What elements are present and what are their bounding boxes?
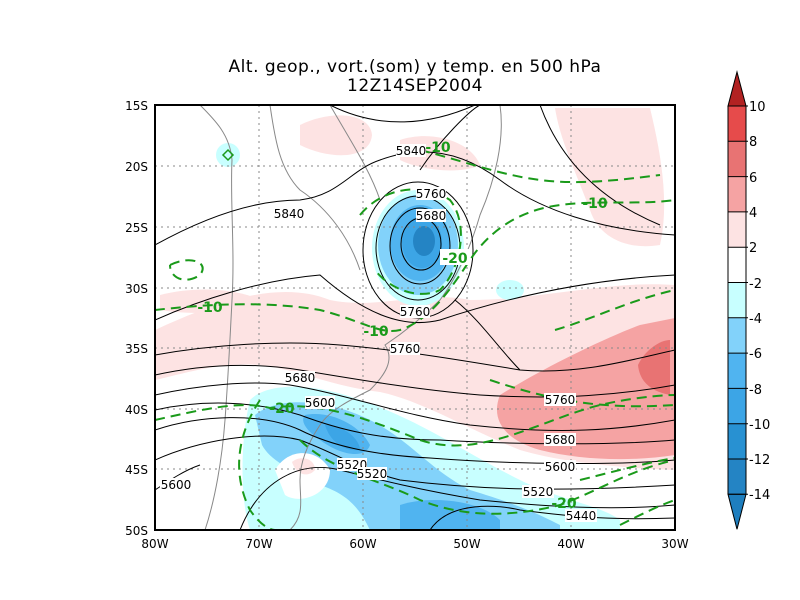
temp-label: -10 xyxy=(425,140,451,156)
temp-label: -20 xyxy=(442,251,468,267)
latitude-axis: 15S 20S 25S 30S 35S 40S 45S 50S xyxy=(125,99,148,538)
colorbar-segment xyxy=(728,317,746,354)
lat-tick-label: 40S xyxy=(125,403,148,417)
lat-tick-label: 45S xyxy=(125,463,148,477)
colorbar-min-arrow xyxy=(727,493,747,530)
height-label: 5520 xyxy=(523,485,554,499)
negative-vorticity-area xyxy=(496,280,524,300)
colorbar-label: 2 xyxy=(749,241,757,256)
lat-tick-label: 35S xyxy=(125,342,148,356)
negative-vorticity-area xyxy=(216,143,240,167)
height-label: 5520 xyxy=(357,467,388,481)
height-label: 5760 xyxy=(416,187,447,201)
colorbar-label: -14 xyxy=(749,488,770,503)
colorbar-label: 10 xyxy=(749,100,766,115)
colorbar-segment xyxy=(728,141,746,177)
temp-label: -20 xyxy=(269,401,295,417)
height-label: 5600 xyxy=(305,396,336,410)
trough-vorticity xyxy=(325,425,360,451)
temperature-contours xyxy=(155,149,675,530)
longitude-axis: 80W 70W 60W 50W 40W 30W xyxy=(141,537,688,551)
lat-tick-label: 30S xyxy=(125,282,148,296)
temperature-contour-labels: -10 -20 -10 -10 -10 -20 -20 xyxy=(197,140,608,512)
trough-vorticity xyxy=(400,500,500,530)
lat-tick-label: 20S xyxy=(125,160,148,174)
lon-tick-label: 60W xyxy=(349,537,376,551)
temperature-minimum-marker xyxy=(221,148,235,162)
lon-tick-label: 50W xyxy=(453,537,480,551)
colorbar-segment xyxy=(728,353,746,389)
height-label: 5680 xyxy=(545,433,576,447)
colorbar-label: -6 xyxy=(749,347,762,362)
chart-title: Alt. geop., vort.(som) y temp. en 500 hP… xyxy=(228,57,602,77)
coastline xyxy=(199,105,502,530)
height-label: 5760 xyxy=(390,342,421,356)
colorbar-segment xyxy=(728,423,746,459)
colorbar-label: -12 xyxy=(749,453,770,468)
lon-tick-label: 80W xyxy=(141,537,168,551)
lat-tick-label: 25S xyxy=(125,221,148,235)
height-label: 5680 xyxy=(416,209,447,223)
very-strong-positive-vorticity xyxy=(638,340,670,395)
map-frame xyxy=(154,104,676,531)
trough-vorticity xyxy=(275,453,330,499)
cutoff-low-vorticity xyxy=(413,226,435,256)
colorbar-segment xyxy=(728,176,746,212)
temp-label: -20 xyxy=(551,496,577,512)
colorbar-labels: 10 8 6 4 2 -2 -4 -6 -8 -10 -12 -14 xyxy=(749,100,770,503)
height-contour-labels: 5840 5760 5680 5840 5760 5760 5680 5600 … xyxy=(160,144,597,523)
colorbar-label: -8 xyxy=(749,383,762,398)
colorbar-label: -4 xyxy=(749,312,762,327)
colorbar-label: 6 xyxy=(749,171,757,186)
height-label: 5600 xyxy=(161,478,192,492)
chart-date: 12Z14SEP2004 xyxy=(347,76,483,96)
colorbar-label: 8 xyxy=(749,135,757,150)
colorbar-segment xyxy=(728,247,746,283)
height-label: 5680 xyxy=(285,371,316,385)
colorbar-segment xyxy=(728,282,746,318)
height-label: 5600 xyxy=(545,460,576,474)
height-label: 5840 xyxy=(274,207,305,221)
temp-label: -10 xyxy=(363,324,389,340)
height-label: 5760 xyxy=(545,393,576,407)
temp-label: -10 xyxy=(582,196,608,212)
lon-tick-label: 30W xyxy=(661,537,688,551)
colorbar-max-arrow xyxy=(727,70,747,107)
height-label: 5840 xyxy=(396,144,427,158)
colorbar-label: -2 xyxy=(749,277,762,292)
lon-tick-label: 40W xyxy=(557,537,584,551)
colorbar-segment xyxy=(728,459,746,495)
height-label: 5440 xyxy=(566,509,597,523)
colorbar-segment xyxy=(728,106,746,142)
height-label: 5760 xyxy=(400,305,431,319)
lat-tick-label: 50S xyxy=(125,524,148,538)
colorbar-label: -10 xyxy=(749,418,770,433)
positive-vorticity-area xyxy=(300,115,372,156)
colorbar-label: 4 xyxy=(749,206,757,221)
colorbar-segment xyxy=(728,211,746,248)
colorbar-segment xyxy=(728,388,746,424)
vorticity-shading xyxy=(155,105,675,530)
lat-tick-label: 15S xyxy=(125,99,148,113)
strong-positive-vorticity xyxy=(496,318,675,460)
colorbar xyxy=(727,70,748,530)
temp-label: -10 xyxy=(197,300,223,316)
lon-tick-label: 70W xyxy=(245,537,272,551)
positive-vorticity-area xyxy=(555,108,665,247)
